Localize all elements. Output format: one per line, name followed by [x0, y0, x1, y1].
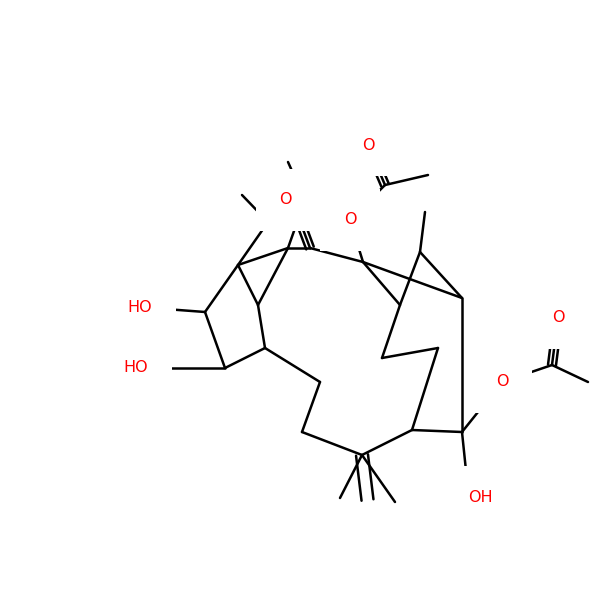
Text: O: O: [280, 193, 292, 208]
Text: O: O: [496, 374, 508, 389]
Text: O: O: [344, 212, 356, 227]
Text: O: O: [362, 137, 374, 152]
Text: OH: OH: [468, 490, 493, 505]
Text: HO: HO: [127, 301, 152, 316]
Text: O: O: [552, 311, 564, 325]
Text: HO: HO: [124, 361, 148, 376]
